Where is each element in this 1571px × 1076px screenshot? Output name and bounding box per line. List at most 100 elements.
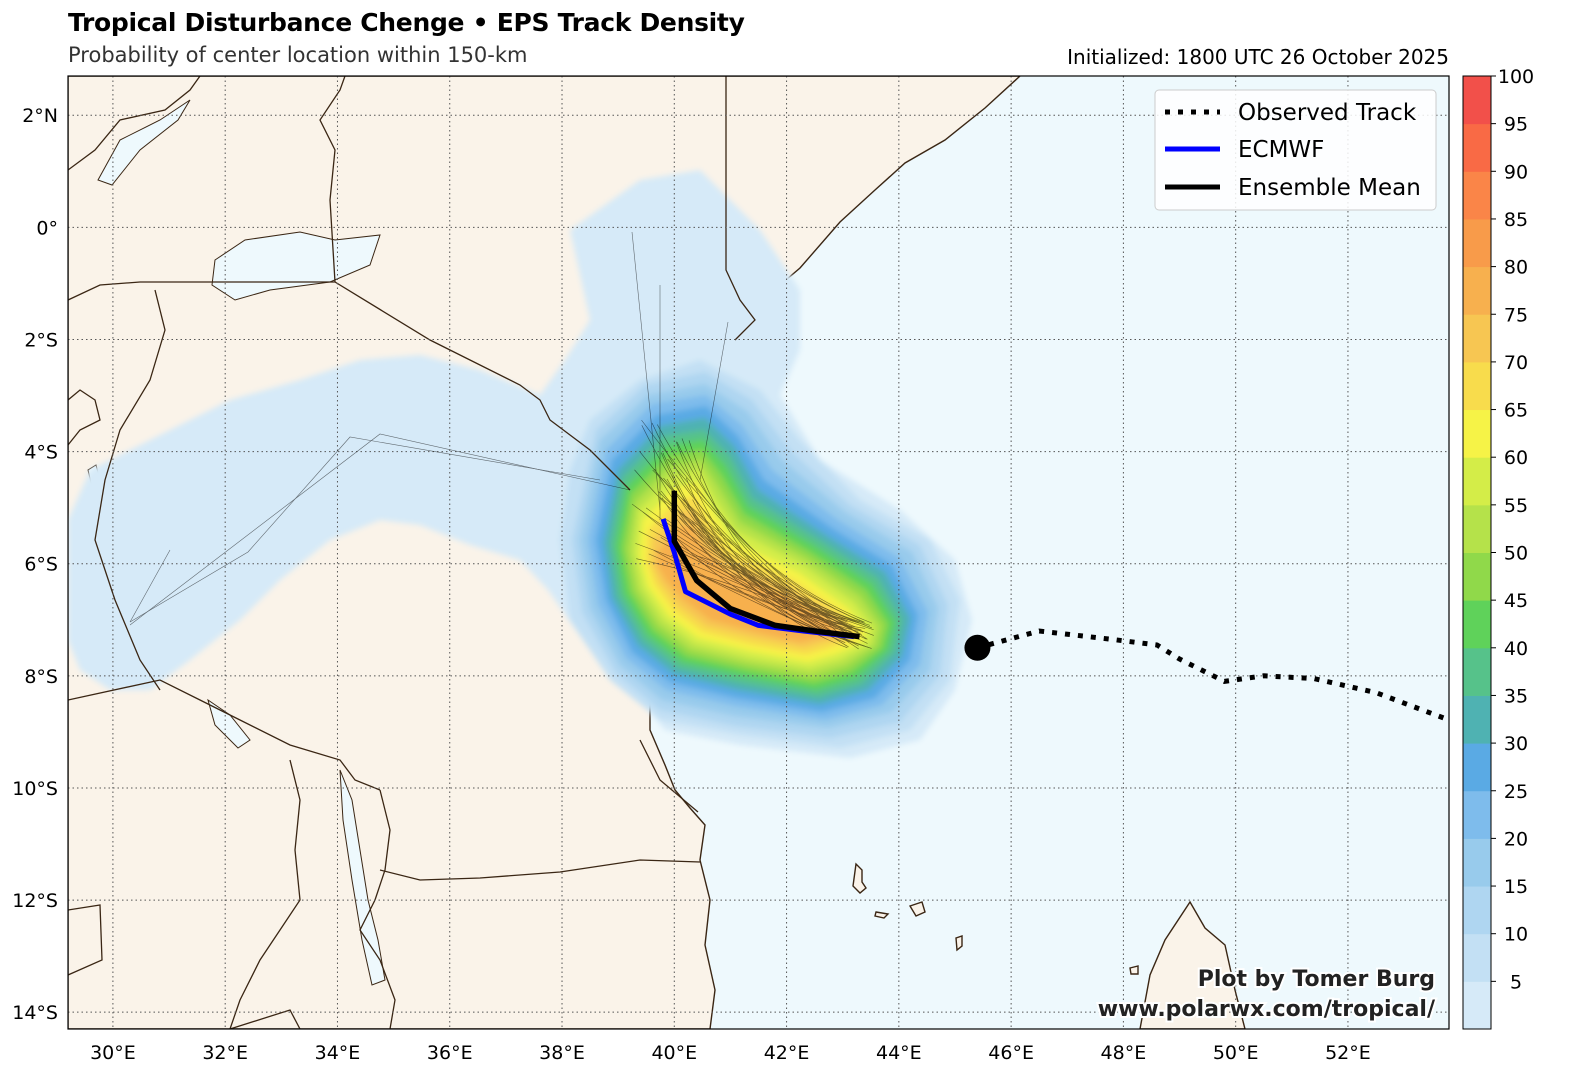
- colorbar-bin: [1463, 409, 1491, 458]
- member-track: [681, 438, 859, 634]
- colorbar-tick-label: 5: [1510, 971, 1522, 993]
- credit-author: Plot by Tomer Burg: [1198, 967, 1435, 992]
- colorbar-bin: [1463, 600, 1491, 649]
- island-moheli: [874, 911, 890, 919]
- colorbar-tick-label: 20: [1504, 828, 1528, 850]
- lat-tick-label: 2°N: [22, 105, 58, 127]
- lon-tick-label: 30°E: [90, 1042, 136, 1064]
- colorbar-tick-label: 85: [1504, 209, 1528, 231]
- legend-label-ensemble-mean: Ensemble Mean: [1238, 175, 1421, 201]
- lat-tick-label: 0°: [36, 217, 58, 239]
- colorbar-bin: [1463, 790, 1491, 839]
- member-track: [129, 549, 171, 623]
- colorbar-bin: [1463, 647, 1491, 696]
- colorbar-tick-label: 100: [1498, 66, 1534, 88]
- colorbar-bin: [1463, 266, 1491, 315]
- lon-tick-label: 36°E: [427, 1042, 473, 1064]
- lon-tick-label: 52°E: [1325, 1042, 1371, 1064]
- colorbar-tick-label: 70: [1504, 352, 1528, 374]
- member-track: [692, 499, 871, 626]
- colorbar-bin: [1463, 218, 1491, 268]
- colorbar-tick-label: 10: [1504, 924, 1528, 946]
- member-track: [631, 231, 661, 511]
- colorbar-tick-label: 55: [1504, 495, 1528, 517]
- colorbar-bin: [1463, 886, 1491, 935]
- colorbar-tick-label: 30: [1504, 733, 1528, 755]
- member-track: [663, 477, 864, 623]
- colorbar-tick-label: 45: [1504, 590, 1528, 612]
- lat-tick-label: 8°S: [24, 666, 58, 688]
- colorbar-bin: [1463, 504, 1491, 553]
- colorbar-bin: [1463, 933, 1491, 982]
- observed-track: [976, 628, 1445, 721]
- colorbar-bin: [1463, 695, 1491, 744]
- colorbar-tick-label: 90: [1504, 161, 1528, 183]
- colorbar-tick-label: 80: [1504, 257, 1528, 279]
- colorbar-bin: [1463, 981, 1491, 1030]
- legend-label-observed: Observed Track: [1238, 100, 1417, 126]
- island-mayotte: [955, 935, 963, 952]
- colorbar: 5 10 15 20 25 30 35 40 45 50 55 60 65 70 75 80 85 90 95 100: [1462, 66, 1534, 1030]
- lat-tick-label: 10°S: [12, 778, 58, 800]
- member-track: [129, 436, 601, 623]
- colorbar-tick-label: 65: [1504, 400, 1528, 422]
- lat-tick-label: 2°S: [24, 329, 58, 351]
- colorbar-bin: [1463, 361, 1491, 411]
- lon-tick-label: 42°E: [764, 1042, 810, 1064]
- lake-albert: [97, 99, 191, 186]
- member-track: [634, 469, 860, 622]
- member-track: [657, 424, 873, 624]
- lat-tick-label: 12°S: [12, 890, 58, 912]
- chart-subtitle: Probability of center location within 15…: [68, 43, 528, 67]
- credit: Plot by Tomer Burg www.polarwx.com/tropi…: [1096, 965, 1438, 1024]
- colorbar-bin: [1463, 838, 1491, 887]
- ensemble-mean-track: [671, 490, 860, 640]
- member-track: [667, 458, 850, 643]
- member-track: [661, 497, 855, 622]
- colorbar-bin: [1463, 314, 1491, 363]
- member-track: [691, 520, 868, 644]
- colorbar-bin: [1463, 743, 1491, 792]
- credit-url: www.polarwx.com/tropical/: [1098, 997, 1436, 1022]
- lon-tick-label: 34°E: [315, 1042, 361, 1064]
- lon-tick-label: 46°E: [988, 1042, 1034, 1064]
- colorbar-bin: [1463, 76, 1491, 125]
- lat-tick-label: 6°S: [24, 554, 58, 576]
- colorbar-bin: [1463, 171, 1491, 220]
- lat-tick-label: 4°S: [24, 442, 58, 464]
- land-madagascar: [1139, 900, 1246, 1029]
- member-track: [695, 555, 862, 635]
- colorbar-tick-label: 60: [1504, 447, 1528, 469]
- member-track: [651, 422, 866, 626]
- axis-labels: 30°E 32°E 34°E 36°E 38°E 40°E 42°E 44°E 46°E 48°E…: [12, 105, 1371, 1064]
- colorbar-tick-label: 25: [1504, 781, 1528, 803]
- current-position-marker: [964, 634, 991, 661]
- lon-tick-label: 32°E: [202, 1042, 248, 1064]
- lat-tick-label: 14°S: [12, 1002, 58, 1024]
- country-borders: [68, 76, 756, 1029]
- island-aldabra: [1129, 965, 1139, 975]
- colorbar-bin: [1463, 552, 1491, 601]
- member-track: [699, 321, 729, 481]
- member-track: [641, 419, 853, 630]
- colorbar-tick-label: 75: [1504, 304, 1528, 326]
- member-track: [648, 553, 852, 633]
- initialized-time: Initialized: 1800 UTC 26 October 2025: [1067, 45, 1449, 69]
- colorbar-tick-label: 35: [1504, 685, 1528, 707]
- map-grid: [68, 76, 1449, 1029]
- lon-tick-label: 38°E: [539, 1042, 585, 1064]
- colorbar-tick-label: 95: [1504, 114, 1528, 136]
- lon-tick-label: 48°E: [1101, 1042, 1147, 1064]
- colorbar-bin: [1463, 457, 1491, 506]
- island-grande-comore: [852, 862, 867, 894]
- legend-label-ecmwf: ECMWF: [1238, 137, 1324, 163]
- lake-victoria: [211, 231, 381, 301]
- legend-box: [1154, 89, 1437, 211]
- colorbar-tick-label: 15: [1504, 876, 1528, 898]
- chart-title: Tropical Disturbance Chenge • EPS Track …: [68, 8, 745, 37]
- colorbar-bin: [1463, 123, 1491, 172]
- island-anjouan: [908, 901, 926, 917]
- member-track: [129, 433, 631, 626]
- member-track: [657, 491, 848, 626]
